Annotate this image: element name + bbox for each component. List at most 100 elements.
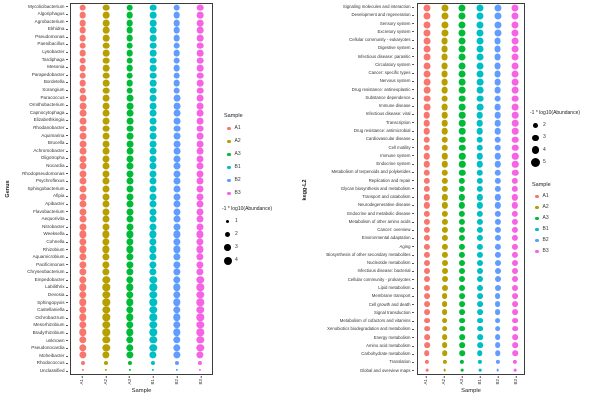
bubble: [149, 147, 157, 155]
bubble: [512, 342, 518, 349]
bubble: [79, 177, 87, 185]
bubble: [79, 102, 87, 110]
bubble: [102, 162, 110, 170]
bubble: [102, 140, 110, 148]
bubble: [173, 102, 181, 110]
bubble: [196, 27, 204, 34]
bubble: [458, 86, 466, 94]
bubble: [102, 306, 110, 314]
bubble: [441, 243, 448, 250]
bubble: [458, 152, 466, 160]
bubble: [196, 283, 204, 291]
bubble: [196, 4, 204, 12]
legend-size-dot: [224, 244, 231, 251]
bubble: [476, 45, 484, 53]
y-axis-label: Cellular community - eukaryotes: [308, 36, 414, 44]
bubble: [79, 193, 87, 201]
size-legend-entries: 1 2 3 4: [222, 215, 294, 267]
bubble: [173, 132, 181, 140]
bubble: [149, 283, 157, 291]
bubble: [79, 132, 87, 140]
bubble: [196, 102, 204, 110]
sample-legend-entries: A1 A2 A3 B1 B2 B3: [532, 191, 598, 257]
bubble: [494, 136, 501, 143]
x-tick-label: B3: [512, 379, 518, 385]
bubble: [196, 253, 204, 261]
bubble: [126, 4, 134, 12]
legend-color-dot: [535, 238, 539, 243]
legend-entry-label: A1: [234, 125, 241, 131]
y-axis-label: Endocrine system: [308, 160, 414, 168]
bubble: [126, 87, 134, 95]
bubble: [512, 268, 519, 275]
bubble: [423, 53, 431, 61]
bubble: [458, 29, 466, 37]
bubble: [494, 161, 501, 168]
legend-entry-label: A3: [542, 215, 549, 221]
bubble: [198, 360, 203, 365]
legend-color-dot: [535, 216, 539, 221]
bubble: [173, 321, 181, 329]
bubble: [79, 260, 87, 269]
bubble: [79, 215, 87, 223]
bubble: [511, 21, 519, 29]
x-tick-mark: [461, 376, 463, 378]
bubble: [494, 111, 501, 119]
bubble: [494, 292, 501, 299]
bubble: [79, 283, 87, 291]
y-axis-label: Neurodegenerative disease: [308, 201, 414, 209]
bubble: [149, 208, 157, 216]
bubble: [476, 235, 483, 242]
bubble: [512, 202, 519, 209]
y-axis-label: Afipia: [4, 193, 68, 201]
bubble: [149, 260, 157, 269]
y-axis-label: Pseudonocardia: [4, 345, 68, 353]
legend-color-dot: [227, 178, 231, 183]
bubble: [476, 251, 483, 258]
bubble: [196, 132, 204, 140]
bubble: [196, 79, 204, 87]
bubble: [126, 215, 134, 223]
x-tick-mark: [443, 376, 445, 378]
bubble: [441, 334, 448, 340]
bubble: [441, 62, 448, 70]
y-axis-label: Ornithobacterium: [4, 102, 68, 110]
bubble: [477, 350, 483, 357]
bubble: [102, 328, 110, 337]
bubble: [80, 360, 85, 365]
bubble: [459, 185, 466, 193]
bubble: [149, 34, 157, 42]
bubble: [126, 170, 134, 178]
bubble: [423, 37, 431, 45]
bubble: [79, 110, 87, 117]
bubble: [441, 169, 448, 176]
bubble: [126, 162, 134, 170]
y-axis-label: Pacificimonas: [4, 261, 68, 269]
bubble: [196, 306, 204, 314]
bubble: [512, 317, 519, 324]
bubble: [441, 136, 448, 143]
bubble: [79, 147, 87, 155]
size-legend-value: 3: [543, 134, 546, 141]
bubble: [494, 284, 501, 291]
bubble: [476, 334, 483, 340]
bubble: [511, 62, 519, 70]
bubble: [102, 238, 110, 246]
bubble: [512, 284, 519, 291]
y-axis-label: Mesonia: [4, 64, 68, 72]
bubble: [149, 185, 157, 193]
bubble: [149, 321, 157, 329]
y-axis-label: Unclassified: [4, 368, 68, 376]
bubble: [494, 95, 501, 102]
legend-entry-label: B1: [542, 226, 549, 232]
bubble: [494, 53, 501, 61]
plot-panel: [417, 3, 525, 375]
bubble: [79, 49, 87, 57]
sample-legend-entry: B1: [224, 161, 294, 174]
bubble: [459, 268, 466, 275]
bubble: [102, 64, 110, 72]
bubble: [476, 53, 484, 61]
bubble: [79, 42, 87, 49]
bubble: [512, 243, 519, 250]
bubble: [149, 42, 157, 49]
